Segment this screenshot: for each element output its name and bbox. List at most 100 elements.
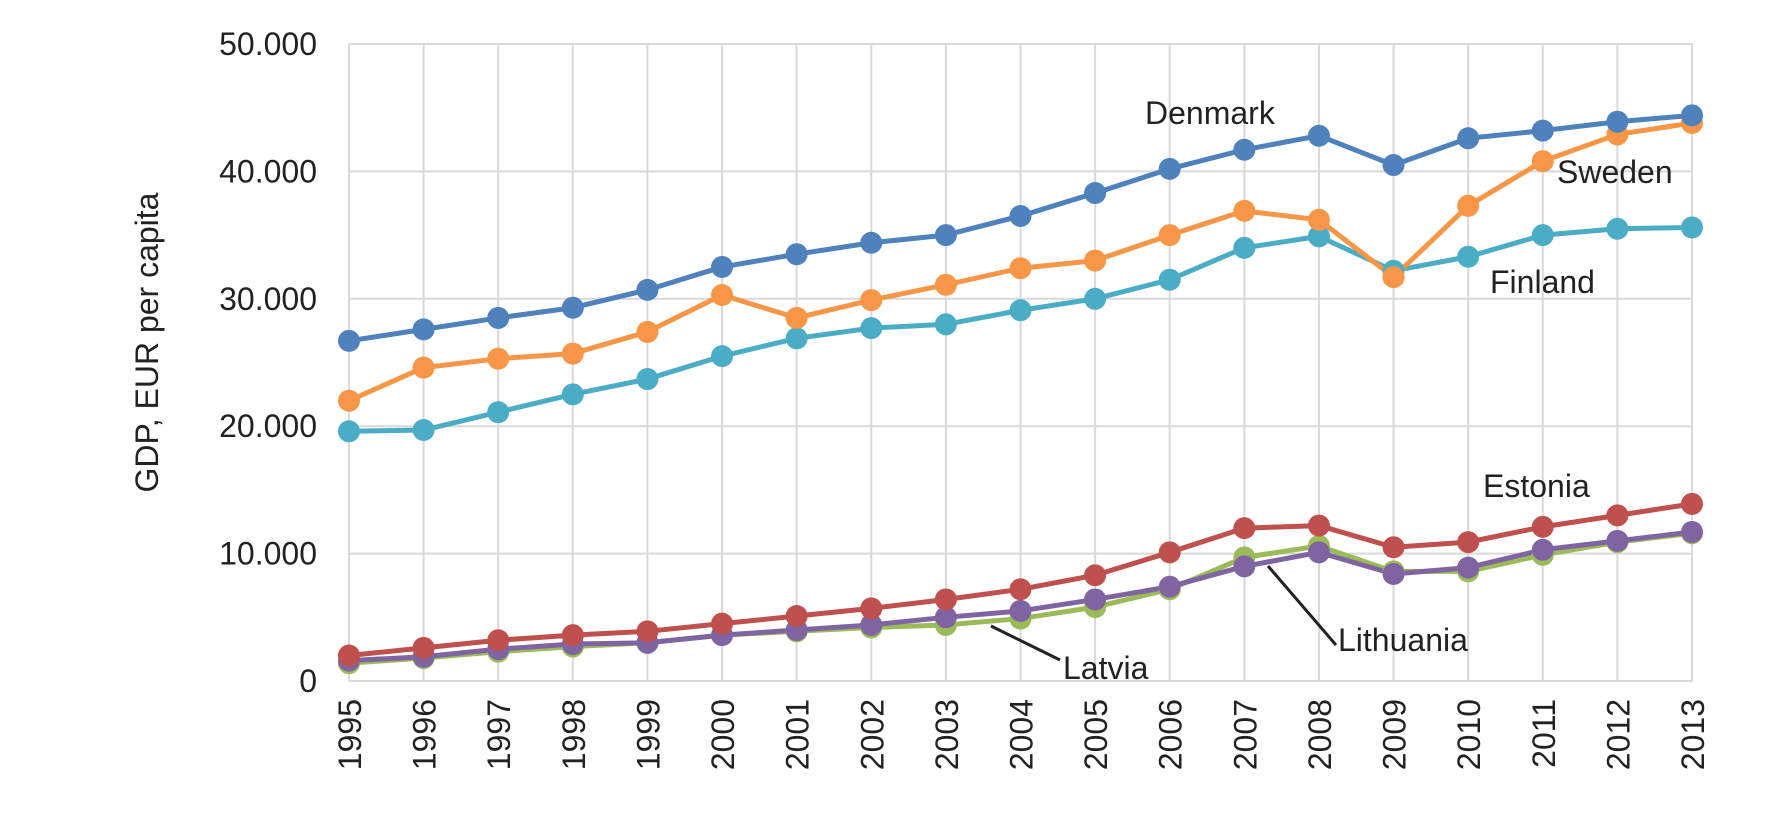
x-tick-label: 1995 xyxy=(332,699,368,770)
x-tick-label: 2013 xyxy=(1675,699,1711,770)
data-point-estonia xyxy=(711,612,734,635)
data-point-estonia xyxy=(785,605,808,628)
y-tick-label: 10.000 xyxy=(219,536,317,572)
data-point-sweden xyxy=(1084,249,1107,272)
data-point-sweden xyxy=(1457,194,1480,217)
data-point-denmark xyxy=(412,318,435,341)
data-point-sweden xyxy=(785,306,808,329)
data-point-lithuania xyxy=(860,613,883,636)
data-point-denmark xyxy=(1084,182,1107,205)
data-point-finland xyxy=(412,419,435,442)
data-point-finland xyxy=(711,345,734,368)
data-point-denmark xyxy=(1457,127,1480,150)
data-point-sweden xyxy=(1531,150,1554,173)
data-point-estonia xyxy=(561,624,584,647)
series-label-denmark: Denmark xyxy=(1145,95,1276,131)
data-point-lithuania xyxy=(1681,520,1703,543)
data-point-denmark xyxy=(561,296,584,319)
data-point-lithuania xyxy=(1531,538,1554,561)
data-point-lithuania xyxy=(1233,555,1256,578)
y-tick-label: 30.000 xyxy=(219,281,317,317)
data-point-finland xyxy=(860,317,883,340)
data-point-denmark xyxy=(934,224,957,247)
data-point-finland xyxy=(1681,216,1703,239)
data-point-estonia xyxy=(636,620,659,643)
data-point-denmark xyxy=(487,306,510,329)
data-point-finland xyxy=(1531,224,1554,247)
x-tick-label: 2008 xyxy=(1302,699,1338,770)
series-labels: Denmark Sweden Finland Estonia Lithuania Latv… xyxy=(990,95,1673,686)
series-points xyxy=(338,104,1703,675)
series-label-estonia: Estonia xyxy=(1483,468,1590,504)
data-point-sweden xyxy=(1233,199,1256,222)
data-point-denmark xyxy=(1307,124,1330,147)
x-tick-label: 1998 xyxy=(556,699,592,770)
data-point-sweden xyxy=(1158,224,1181,247)
x-tick-label: 2002 xyxy=(854,699,890,770)
data-point-estonia xyxy=(860,597,883,620)
x-tick-label: 1997 xyxy=(481,699,517,770)
data-point-denmark xyxy=(711,255,734,278)
x-tick-label: 2006 xyxy=(1153,699,1189,770)
data-point-estonia xyxy=(1531,515,1554,538)
data-point-finland xyxy=(1009,299,1032,322)
y-axis-label: GDP, EUR per capita xyxy=(129,192,165,492)
x-tick-label: 2005 xyxy=(1078,699,1114,770)
data-point-denmark xyxy=(1158,157,1181,180)
data-point-estonia xyxy=(1681,492,1703,515)
data-point-sweden xyxy=(338,389,360,412)
series-label-lithuania: Lithuania xyxy=(1338,622,1468,658)
data-point-denmark xyxy=(338,329,360,352)
x-tick-label: 2001 xyxy=(780,699,816,770)
y-tick-label: 0 xyxy=(299,663,317,699)
data-point-finland xyxy=(1158,268,1181,291)
leader-line-latvia xyxy=(990,624,1061,662)
data-point-denmark xyxy=(1681,104,1703,127)
data-point-estonia xyxy=(338,644,360,667)
data-point-sweden xyxy=(636,320,659,343)
data-point-sweden xyxy=(1382,266,1405,289)
data-point-lithuania xyxy=(1084,588,1107,611)
leader-line-lithuania xyxy=(1266,565,1338,646)
data-point-finland xyxy=(1084,287,1107,310)
data-point-finland xyxy=(338,420,360,443)
data-point-sweden xyxy=(860,289,883,312)
data-point-sweden xyxy=(561,342,584,365)
data-point-denmark xyxy=(1009,204,1032,227)
data-point-estonia xyxy=(412,636,435,659)
data-point-estonia xyxy=(934,588,957,611)
data-point-lithuania xyxy=(1457,556,1480,579)
data-point-denmark xyxy=(636,278,659,301)
x-tick-label: 2011 xyxy=(1526,699,1562,768)
x-tick-label: 2007 xyxy=(1227,699,1263,770)
data-point-lithuania xyxy=(1307,541,1330,564)
x-axis-ticks: 1995 1996 1997 1998 1999 2000 2001 2002 2003 2004… xyxy=(332,699,1711,770)
x-tick-label: 2012 xyxy=(1600,699,1636,770)
data-point-lithuania xyxy=(1382,562,1405,585)
data-point-lithuania xyxy=(1606,529,1629,552)
y-tick-label: 20.000 xyxy=(219,408,317,444)
x-tick-label: 1996 xyxy=(407,699,443,770)
data-point-denmark xyxy=(785,243,808,266)
x-tick-label: 2004 xyxy=(1004,699,1040,770)
data-point-estonia xyxy=(487,629,510,652)
data-point-finland xyxy=(1457,245,1480,268)
data-point-estonia xyxy=(1606,504,1629,527)
data-point-finland xyxy=(1307,225,1330,248)
series-label-sweden: Sweden xyxy=(1557,154,1673,190)
data-point-finland xyxy=(561,383,584,406)
series-label-latvia: Latvia xyxy=(1063,650,1149,686)
data-point-estonia xyxy=(1457,531,1480,554)
data-point-denmark xyxy=(1233,138,1256,161)
data-point-estonia xyxy=(1233,517,1256,540)
series-label-finland: Finland xyxy=(1490,264,1595,300)
y-tick-label: 40.000 xyxy=(219,153,317,189)
x-tick-label: 2010 xyxy=(1451,699,1487,770)
y-tick-label: 50.000 xyxy=(219,26,317,62)
data-point-sweden xyxy=(1307,208,1330,231)
data-point-finland xyxy=(785,327,808,350)
data-point-sweden xyxy=(711,283,734,306)
data-point-denmark xyxy=(1531,119,1554,142)
data-point-sweden xyxy=(412,356,435,379)
